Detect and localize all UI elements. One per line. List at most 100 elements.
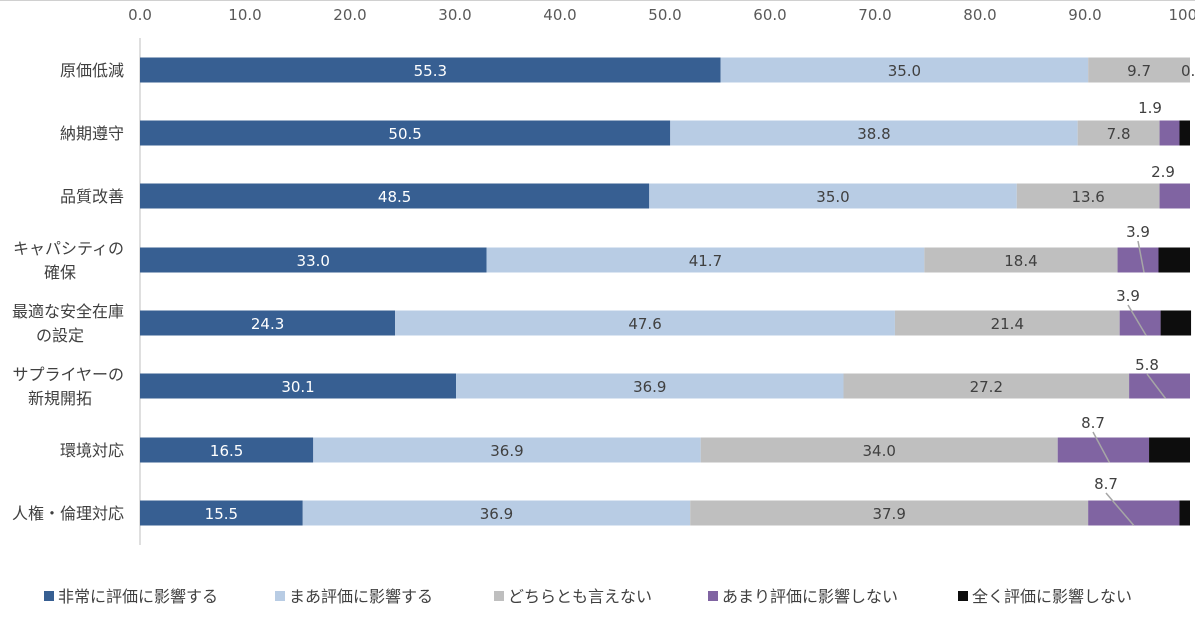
x-tick-label: 20.0 [333,6,366,24]
bar-segment [670,120,1078,146]
bar-segment [302,500,691,526]
bar-segment [140,310,396,336]
data-label: 34.0 [862,442,895,460]
bar-segment [1179,500,1190,526]
bar-segment [1119,310,1161,336]
data-label: 8.7 [1081,414,1105,432]
leader-line [1146,373,1167,399]
bar-segment [140,373,457,399]
category-label: キャパシティの [13,239,124,258]
x-tick-label: 0.0 [128,6,152,24]
leader-line [1105,492,1135,526]
legend-swatch [958,591,968,601]
bar-segment [140,500,303,526]
data-label: 15.5 [205,505,238,523]
category-label: 原価低減 [60,61,124,80]
category-label: サプライヤーの [12,365,124,384]
data-label: 35.0 [888,62,921,80]
data-label: 13.6 [1071,188,1104,206]
bar-segment [924,247,1118,273]
bar-segment [395,310,895,336]
bar-segment [1149,437,1190,463]
legend-label: どちらとも言えない [508,587,652,606]
legend-swatch [275,591,285,601]
bar-segment [140,247,487,273]
data-label: 36.9 [490,442,523,460]
data-label: 8.7 [1094,475,1118,493]
data-label: 3.9 [1116,287,1140,305]
data-label: 7.8 [1107,125,1131,143]
data-label: 5.8 [1135,356,1159,374]
bar-segment [843,373,1130,399]
legend-label: まあ評価に影響する [289,587,433,606]
x-tick-label: 100.0 [1169,6,1195,24]
bar-segment [1160,310,1192,336]
data-label: 2.9 [1151,163,1175,181]
x-tick-label: 60.0 [753,6,786,24]
bar-segment [1088,57,1190,83]
bar-segment [140,57,721,83]
data-label: 18.4 [1004,252,1037,270]
bar-segment [649,183,1017,209]
bar-segment [1117,247,1159,273]
data-label: 24.3 [251,315,284,333]
category-label: 人権・倫理対応 [12,504,124,523]
legend-label: 非常に評価に影響する [58,587,218,606]
x-tick-label: 10.0 [228,6,261,24]
bar-segment [140,437,314,463]
bar-segment [486,247,925,273]
bar-segment [1129,373,1190,399]
legend-swatch [494,591,504,601]
bar-segment [700,437,1058,463]
data-label: 33.0 [297,252,330,270]
legend-label: 全く評価に影響しない [972,587,1132,606]
data-label: 47.6 [628,315,661,333]
leader-line [1092,431,1111,463]
data-label: 35.0 [816,188,849,206]
category-label: 納期遵守 [60,124,124,143]
legend-swatch [708,591,718,601]
category-label: 環境対応 [60,441,124,460]
data-label: 21.4 [991,315,1024,333]
bar-segment [1016,183,1160,209]
data-label: 38.8 [857,125,890,143]
bar-segment [1179,120,1190,146]
legend-label: あまり評価に影響しない [722,587,898,606]
data-label: 16.5 [210,442,243,460]
bar-segment [1088,500,1180,526]
data-label: 1.9 [1138,99,1162,117]
data-label: 9.7 [1127,62,1151,80]
bar-segment [456,373,844,399]
data-label: 37.9 [872,505,905,523]
bar-segment [1159,183,1190,209]
data-label: 50.5 [388,125,421,143]
x-tick-label: 30.0 [438,6,471,24]
leader-line [1127,304,1147,336]
x-tick-label: 90.0 [1068,6,1101,24]
data-label: 36.9 [633,378,666,396]
data-label: 27.2 [970,378,1003,396]
x-tick-label: 70.0 [858,6,891,24]
category-label: 最適な安全在庫 [12,302,124,321]
x-tick-label: 50.0 [648,6,681,24]
category-label: 確保 [44,263,76,282]
bar-segment [690,500,1089,526]
data-label: 0.0 [1181,62,1195,80]
data-label: 3.9 [1126,223,1150,241]
category-label: 新規開拓 [28,389,92,408]
bar-segment [1077,120,1160,146]
bar-segment [894,310,1120,336]
bar-segment [1158,247,1190,273]
bar-segment [140,183,650,209]
x-tick-label: 40.0 [543,6,576,24]
category-label: の設定 [36,326,84,345]
data-label: 41.7 [689,252,722,270]
data-label: 30.1 [281,378,314,396]
leader-line [1137,240,1145,273]
legend-swatch [44,591,54,601]
data-label: 55.3 [414,62,447,80]
category-label: 品質改善 [60,187,124,206]
data-label: 36.9 [480,505,513,523]
bar-segment [313,437,701,463]
